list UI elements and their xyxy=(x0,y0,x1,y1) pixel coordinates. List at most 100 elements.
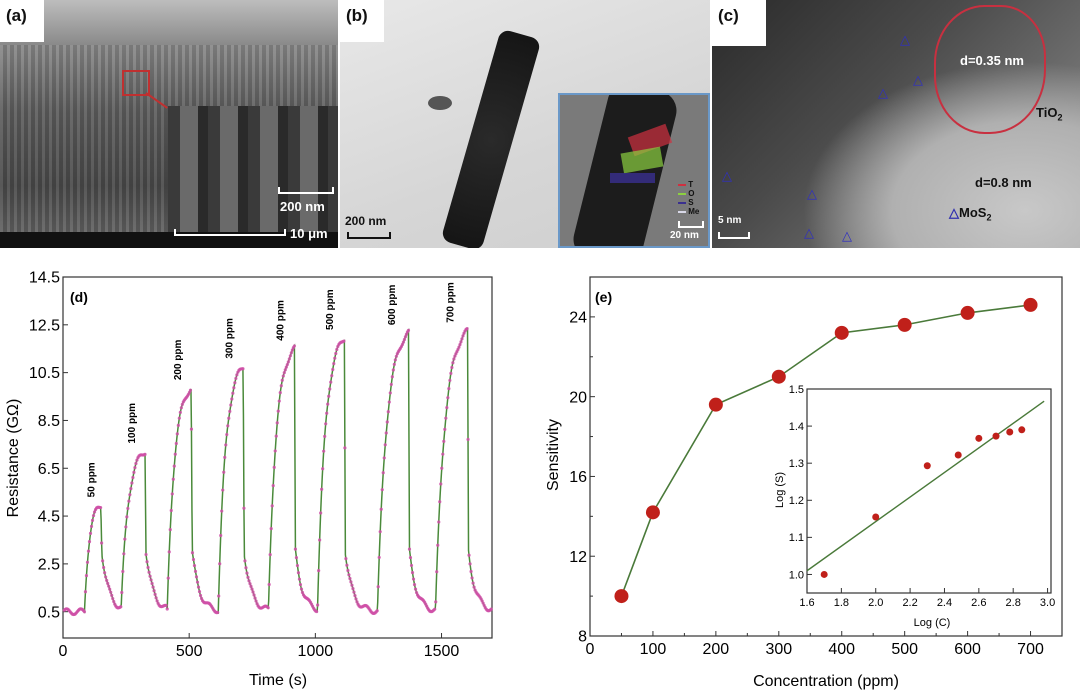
chart-d-data-point xyxy=(298,583,303,587)
chart-d-data-point xyxy=(269,527,273,531)
chart-d-data-point xyxy=(348,576,352,581)
chart-e-inset-ylabel: Log (S) xyxy=(774,472,786,508)
chart-d-data-point xyxy=(235,373,239,377)
chart-e-panel-label: (e) xyxy=(595,289,612,305)
chart-e-inset-data-point xyxy=(872,513,880,521)
chart-d-data-point xyxy=(467,553,471,557)
panel-a-sem-image: 200 nm 10 μm (a) xyxy=(0,0,338,248)
chart-d-data-point xyxy=(91,513,96,518)
chart-d-data-point xyxy=(407,547,412,551)
chart-d-data-point xyxy=(315,609,319,614)
tio2-label: TiO2 xyxy=(1036,105,1063,123)
chart-e-sensitivity: 0 100 200 300 400 500 600 700 8 12 16 20 24 1.6 1.8 2.0… xyxy=(545,276,1063,690)
chart-e-xlabel: Concentration (ppm) xyxy=(753,673,899,690)
chart-d-data-point xyxy=(82,610,87,614)
chart-d-data-point xyxy=(222,470,226,474)
chart-d-data-point xyxy=(388,391,392,395)
chart-d-x-tick-label: 0 xyxy=(59,643,68,660)
chart-d-data-point xyxy=(406,328,411,333)
chart-e-y-tick-label: 20 xyxy=(569,389,587,406)
chart-d-data-point xyxy=(288,354,292,358)
chart-d-data-point xyxy=(191,557,196,562)
eds-map-s xyxy=(610,173,655,183)
chart-d-data-point xyxy=(107,584,111,588)
d-tio2-label: d=0.35 nm xyxy=(960,53,1024,68)
chart-d-data-point xyxy=(324,422,328,426)
chart-d-data-point xyxy=(392,362,396,366)
chart-d-pulse-label: 600 ppm xyxy=(387,285,398,326)
chart-d-data-point xyxy=(133,465,137,470)
chart-d-data-point xyxy=(252,593,256,597)
chart-d-data-point xyxy=(266,606,270,610)
chart-d-data-point xyxy=(442,439,446,443)
chart-d-data-point xyxy=(342,339,346,343)
chart-d-pulse-label: 100 ppm xyxy=(127,403,138,444)
chart-d-data-point xyxy=(179,406,183,410)
chart-d-data-point xyxy=(335,347,339,352)
chart-d-data-point xyxy=(410,571,415,575)
chart-d-data-point xyxy=(449,371,453,375)
chart-d-resistance: 0 500 1000 1500 0.5 2.5 4.5 6.5 8.5 10.5 12.5 14.5 5… xyxy=(5,270,493,689)
chart-e-inset-y-tick-label: 1.2 xyxy=(789,495,804,507)
chart-e-inset-y-tick-label: 1.1 xyxy=(789,532,804,544)
chart-d-data-point xyxy=(352,590,356,594)
chart-d-data-point xyxy=(316,603,320,607)
chart-d-data-point xyxy=(343,446,347,450)
chart-d-data-point xyxy=(104,575,108,579)
scale-bar xyxy=(174,229,286,236)
chart-d-data-point xyxy=(295,563,300,568)
chart-d-data-point xyxy=(129,487,133,491)
chart-d-data-point xyxy=(155,599,159,603)
chart-e-data-point xyxy=(645,505,660,520)
chart-d-data-point xyxy=(132,470,136,474)
chart-d-data-point xyxy=(389,382,393,387)
tio2-outline xyxy=(934,5,1046,134)
chart-d-data-point xyxy=(166,576,170,580)
chart-d-data-point xyxy=(103,571,107,575)
chart-d-data-point xyxy=(254,599,258,603)
chart-e-inset-y-tick-label: 1.0 xyxy=(789,569,804,581)
chart-d-data-point xyxy=(247,579,251,583)
chart-d-data-point xyxy=(248,582,252,586)
chart-d-y-tick-label: 6.5 xyxy=(38,461,60,478)
chart-d-data-point xyxy=(380,488,384,492)
chart-d-y-tick-label: 0.5 xyxy=(38,604,60,621)
chart-d-data-point xyxy=(325,411,329,415)
chart-d-data-point xyxy=(172,464,176,468)
chart-d-data-point xyxy=(174,441,178,446)
chart-d-data-point xyxy=(228,409,232,413)
chart-d-data-point xyxy=(275,421,279,425)
chart-d-data-point xyxy=(232,386,236,390)
legend-o: O xyxy=(678,189,699,198)
chart-e-inset-y-tick-label: 1.5 xyxy=(789,384,804,396)
chart-e-x-tick-label: 600 xyxy=(954,641,981,658)
chart-d-data-point xyxy=(408,555,413,560)
chart-d-data-point xyxy=(105,578,109,582)
chart-d-data-point xyxy=(403,335,408,339)
chart-e-x-tick-label: 400 xyxy=(828,641,855,658)
chart-d-data-point xyxy=(146,565,150,570)
chart-d-data-point xyxy=(446,396,450,400)
chart-d-data-point xyxy=(253,596,257,600)
chart-e-inset-x-tick-label: 3.0 xyxy=(1040,597,1055,609)
chart-d-data-point xyxy=(127,499,131,503)
inset-image xyxy=(168,106,338,232)
chart-d-data-point xyxy=(285,362,289,367)
chart-d-data-point xyxy=(87,540,92,544)
chart-d-pulse-label: 50 ppm xyxy=(87,462,98,497)
chart-d-x-tick-label: 1000 xyxy=(298,643,334,660)
chart-d-data-point xyxy=(278,391,282,395)
chart-d-y-tick-label: 8.5 xyxy=(38,413,60,430)
chart-d-data-point xyxy=(124,525,128,529)
chart-d-data-point xyxy=(198,593,203,598)
chart-d-data-point xyxy=(250,587,254,591)
chart-d-data-point xyxy=(270,504,274,508)
chart-d-data-point xyxy=(167,550,171,554)
chart-d-plot-frame xyxy=(62,276,493,639)
chart-e-inset-plot-frame xyxy=(806,388,1052,594)
chart-d-data-point xyxy=(448,378,452,383)
chart-d-data-point xyxy=(218,562,222,566)
chart-e-inset-data-point xyxy=(820,570,828,578)
chart-d-data-point xyxy=(149,578,153,582)
chart-d-data-point xyxy=(126,506,130,511)
